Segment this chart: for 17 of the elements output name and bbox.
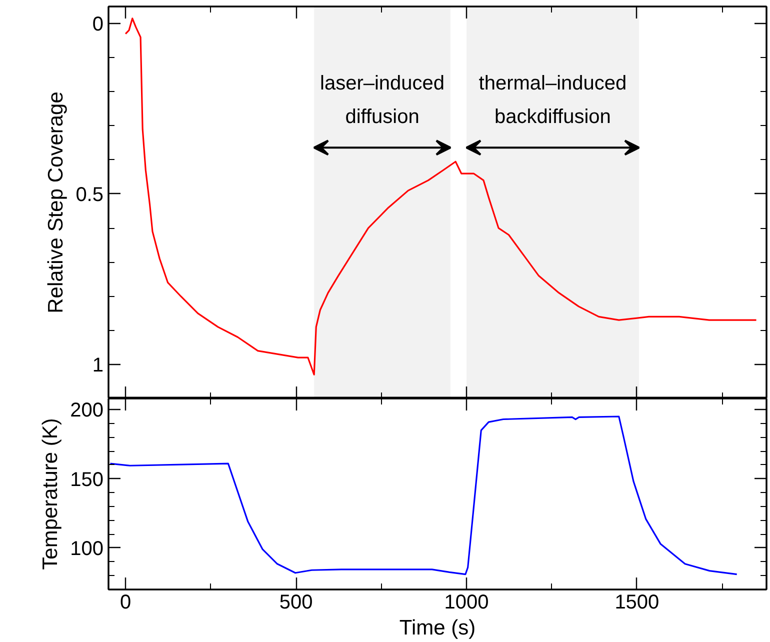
x-tick-label: 1500 bbox=[614, 592, 660, 614]
x-tick-label: 1000 bbox=[444, 592, 489, 614]
y-tick-label: 0.5 bbox=[76, 184, 104, 206]
y-axis-title: Relative Step Coverage bbox=[44, 92, 68, 314]
x-tick-label: 0 bbox=[120, 592, 132, 614]
y-tick-label: 0 bbox=[92, 14, 104, 36]
y-tick-label: 1 bbox=[92, 354, 104, 376]
y-tick-label: 100 bbox=[70, 538, 104, 560]
band-label: laser–induced diffusion bbox=[320, 72, 445, 128]
y-axis-title: Temperature (K) bbox=[39, 418, 62, 570]
y-tick-label: 200 bbox=[70, 400, 104, 422]
x-tick-label: 500 bbox=[279, 592, 313, 614]
x-axis-title: Time (s) bbox=[399, 616, 476, 640]
band-label: thermal–induced backdiffusion bbox=[478, 72, 627, 128]
y-tick-label: 150 bbox=[70, 468, 104, 491]
line-series bbox=[109, 416, 738, 576]
line-series bbox=[124, 18, 758, 376]
